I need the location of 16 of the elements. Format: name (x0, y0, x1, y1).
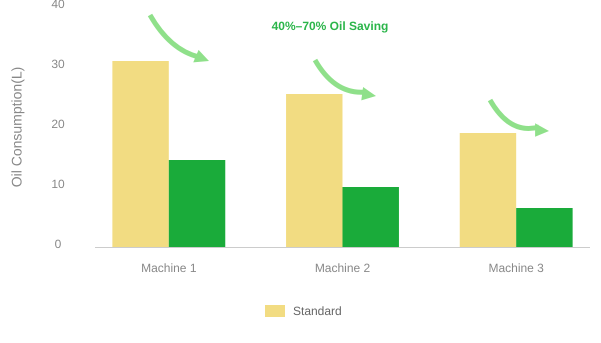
legend-label: Standard (293, 304, 342, 318)
y-tick-label: 20 (51, 117, 65, 132)
bar (516, 208, 573, 247)
x-tick-label: Machine 2 (314, 261, 371, 275)
x-tick-label: Machine 1 (141, 261, 197, 275)
y-tick-label: 10 (51, 177, 65, 192)
bar (342, 187, 399, 247)
bar (168, 160, 226, 247)
bar (112, 61, 169, 247)
y-tick-label: 30 (51, 57, 65, 72)
bar (460, 133, 516, 247)
y-tick-label: 40 (51, 0, 65, 12)
x-tick-label: Machine 3 (488, 261, 544, 275)
y-tick-label: 0 (54, 237, 62, 252)
annotation: 40%–70% Oil Saving (272, 19, 388, 33)
y-axis-title: Oil Consumption(L) (8, 66, 25, 188)
